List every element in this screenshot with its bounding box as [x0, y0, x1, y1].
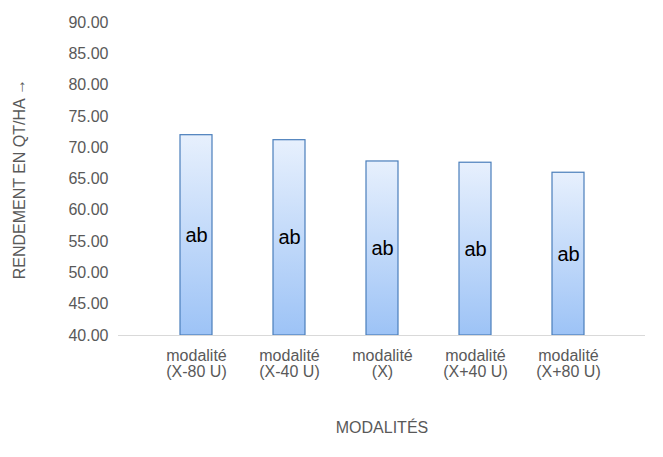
svg-text:75.00: 75.00: [68, 108, 108, 125]
svg-text:RENDEMENT EN QT/HA →: RENDEMENT EN QT/HA →: [11, 79, 28, 280]
svg-text:85.00: 85.00: [68, 45, 108, 62]
svg-text:ab: ab: [371, 237, 393, 259]
svg-text:ab: ab: [185, 224, 207, 246]
svg-text:60.00: 60.00: [68, 201, 108, 218]
svg-text:90.00: 90.00: [68, 14, 108, 31]
svg-text:modalité(X+80 U): modalité(X+80 U): [536, 347, 600, 380]
svg-text:45.00: 45.00: [68, 295, 108, 312]
svg-text:ab: ab: [278, 226, 300, 248]
svg-text:ab: ab: [557, 243, 579, 265]
svg-text:80.00: 80.00: [68, 76, 108, 93]
svg-text:40.00: 40.00: [68, 327, 108, 344]
svg-text:modalité(X-40 U): modalité(X-40 U): [259, 347, 320, 380]
svg-text:65.00: 65.00: [68, 170, 108, 187]
svg-text:70.00: 70.00: [68, 139, 108, 156]
svg-text:ab: ab: [464, 238, 486, 260]
svg-text:55.00: 55.00: [68, 233, 108, 250]
svg-text:modalité(X+40 U): modalité(X+40 U): [443, 347, 507, 380]
svg-text:modalité(X-80 U): modalité(X-80 U): [166, 347, 227, 380]
svg-text:MODALITÉS: MODALITÉS: [336, 418, 428, 436]
svg-text:modalité(X): modalité(X): [352, 347, 413, 380]
svg-text:50.00: 50.00: [68, 264, 108, 281]
